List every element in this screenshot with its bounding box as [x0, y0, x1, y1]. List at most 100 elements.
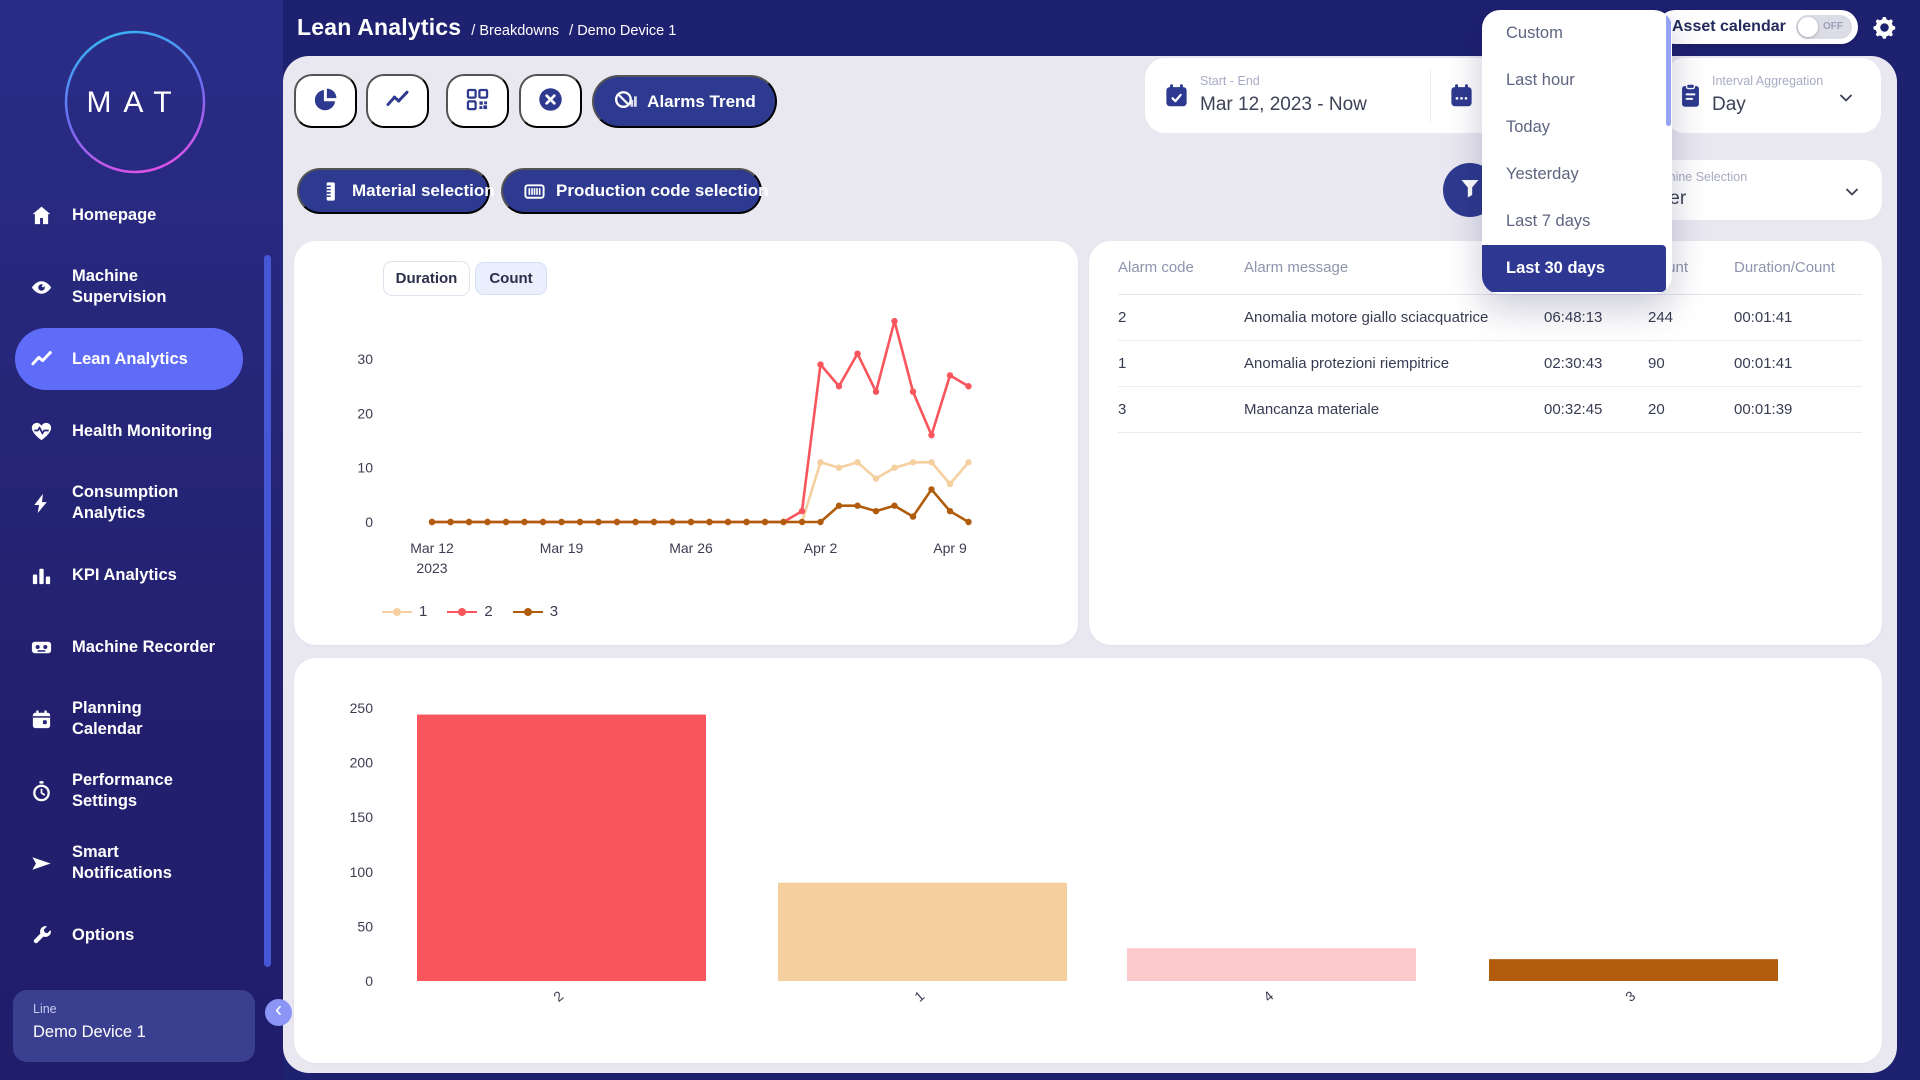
sidebar-item-label: Performance Settings	[72, 771, 173, 810]
legend-item-series-2[interactable]: 2	[447, 603, 493, 620]
dropdown-option-last-30-days[interactable]: Last 30 days	[1482, 245, 1666, 292]
sidebar-item-health-monitoring[interactable]: Health Monitoring	[0, 405, 283, 457]
sidebar-item-label: Smart Notifications	[72, 843, 172, 882]
svg-text:50: 50	[357, 918, 373, 934]
toggle-state-label: OFF	[1823, 21, 1843, 32]
dropdown-option-last-hour[interactable]: Last hour	[1506, 71, 1575, 89]
legend-item-series-1[interactable]: 1	[382, 603, 427, 620]
active-nav-pill	[15, 328, 243, 390]
sidebar-item-machine-supervision[interactable]: Machine Supervision	[0, 261, 283, 313]
asset-calendar-pill: Asset calendar OFF	[1658, 10, 1858, 44]
svg-text:2: 2	[550, 987, 566, 1004]
table-row: 1 Anomalia protezioni riempitrice 02:30:43…	[1118, 341, 1862, 387]
asset-calendar-label: Asset calendar	[1672, 18, 1786, 35]
tab-duration[interactable]: Duration	[383, 261, 470, 296]
sidebar-item-performance-settings[interactable]: Performance Settings	[0, 765, 283, 817]
svg-text:150: 150	[350, 809, 374, 825]
alarms-trend-button[interactable]: Alarms Trend	[592, 75, 777, 128]
sidebar-scrollbar[interactable]	[264, 255, 271, 967]
pie-chart-icon	[312, 86, 339, 116]
calendar-check-icon	[1163, 82, 1190, 109]
qr-code-view-button[interactable]	[446, 74, 509, 128]
sidebar-item-label: KPI Analytics	[72, 565, 177, 584]
svg-text:20: 20	[357, 405, 373, 421]
bar-chart-icon	[30, 564, 53, 587]
page-title: Lean Analytics	[297, 14, 462, 40]
close-circle-icon	[537, 86, 564, 116]
breadcrumb: Lean Analytics / Breakdowns / Demo Device…	[297, 14, 676, 41]
svg-text:Mar 26: Mar 26	[669, 540, 713, 556]
date-range-label: Start - End	[1200, 74, 1260, 88]
filter-button-label: Material selection	[352, 181, 495, 200]
sidebar-item-lean-analytics[interactable]: Lean Analytics	[0, 333, 283, 385]
table-cell: 1	[1118, 355, 1127, 372]
dropdown-option-last-7-days[interactable]: Last 7 days	[1506, 212, 1591, 230]
table-cell: Mancanza materiale	[1244, 401, 1380, 418]
sidebar-item-machine-recorder[interactable]: Machine Recorder	[0, 621, 283, 673]
chevron-left-icon	[271, 1003, 286, 1023]
interval-aggregation-select[interactable]: Interval Aggregation Day	[1665, 58, 1881, 133]
legend-swatch	[382, 607, 412, 616]
table-cell: Anomalia motore giallo sciacquatrice	[1244, 309, 1489, 326]
sidebar-item-smart-notifications[interactable]: Smart Notifications	[0, 837, 283, 889]
sidebar-collapse-button[interactable]	[265, 999, 292, 1026]
legend-label: 1	[419, 603, 428, 620]
legend-swatch	[447, 607, 478, 616]
line-chart-view-button[interactable]	[366, 74, 429, 128]
asset-calendar-toggle[interactable]: OFF	[1795, 15, 1852, 39]
legend-label: 2	[484, 603, 493, 620]
table-cell: 2	[1118, 309, 1127, 326]
svg-text:2023: 2023	[416, 560, 447, 576]
material-selection-button[interactable]: Material selection	[297, 168, 495, 214]
calendar-icon	[30, 708, 53, 731]
dropdown-option-yesterday[interactable]: Yesterday	[1506, 165, 1579, 183]
chevron-down-icon	[1836, 88, 1856, 108]
sidebar-item-label: Machine Supervision	[72, 267, 167, 306]
svg-text:30: 30	[357, 351, 373, 367]
sidebar-item-label: Consumption Analytics	[72, 483, 179, 522]
table-cell: 90	[1648, 355, 1665, 372]
sidebar-item-label: Health Monitoring	[72, 421, 213, 440]
sidebar-item-options[interactable]: Options	[0, 909, 283, 961]
svg-text:200: 200	[350, 755, 374, 771]
sidebar-item-label: Lean Analytics	[72, 349, 188, 368]
sidebar-item-homepage[interactable]: Homepage	[0, 189, 283, 241]
interval-value: Day	[1712, 94, 1746, 115]
sidebar-item-kpi-analytics[interactable]: KPI Analytics	[0, 549, 283, 601]
breadcrumb-link[interactable]: / Demo Device 1	[569, 23, 677, 39]
table-row: 2 Anomalia motore giallo sciacquatrice 06:…	[1118, 295, 1862, 341]
svg-text:250: 250	[350, 700, 374, 716]
dropdown-option-custom[interactable]: Custom	[1506, 24, 1563, 42]
settings-gear-icon[interactable]	[1871, 14, 1898, 41]
clipboard-icon	[1677, 82, 1704, 109]
sidebar-item-consumption-analytics[interactable]: Consumption Analytics	[0, 477, 283, 529]
svg-text:10: 10	[357, 460, 373, 476]
table-cell: 00:32:45	[1544, 401, 1603, 418]
divider	[1430, 69, 1431, 122]
sidebar: MAT Homepage Machine Supervision Lean Analy…	[0, 0, 283, 1080]
table-cell: 00:01:39	[1734, 401, 1793, 418]
dropdown-scrollbar[interactable]	[1666, 14, 1671, 126]
funnel-icon	[1458, 176, 1482, 205]
pie-chart-view-button[interactable]	[294, 74, 357, 128]
heart-pulse-icon	[30, 420, 53, 443]
sidebar-item-planning-calendar[interactable]: Planning Calendar	[0, 693, 283, 745]
alarms-count-bar-chart-card: 0 50 100 150 200 250 2 1 4 3	[294, 658, 1882, 1063]
svg-text:0: 0	[365, 514, 373, 530]
svg-text:100: 100	[350, 864, 374, 880]
sidebar-item-label: Planning Calendar	[72, 699, 143, 738]
toggle-knob	[1797, 17, 1818, 37]
production-code-selection-button[interactable]: Production code selection	[501, 168, 769, 214]
legend-item-series-3[interactable]: 3	[512, 603, 558, 620]
breadcrumb-link[interactable]: / Breakdowns	[471, 23, 560, 39]
dropdown-option-today[interactable]: Today	[1506, 118, 1551, 136]
legend-swatch	[512, 607, 543, 616]
device-selector-card[interactable]: Line Demo Device 1	[13, 990, 255, 1062]
table-cell: 00:01:41	[1734, 355, 1793, 372]
close-circle-view-button[interactable]	[519, 74, 582, 128]
tab-count[interactable]: Count	[475, 262, 547, 295]
